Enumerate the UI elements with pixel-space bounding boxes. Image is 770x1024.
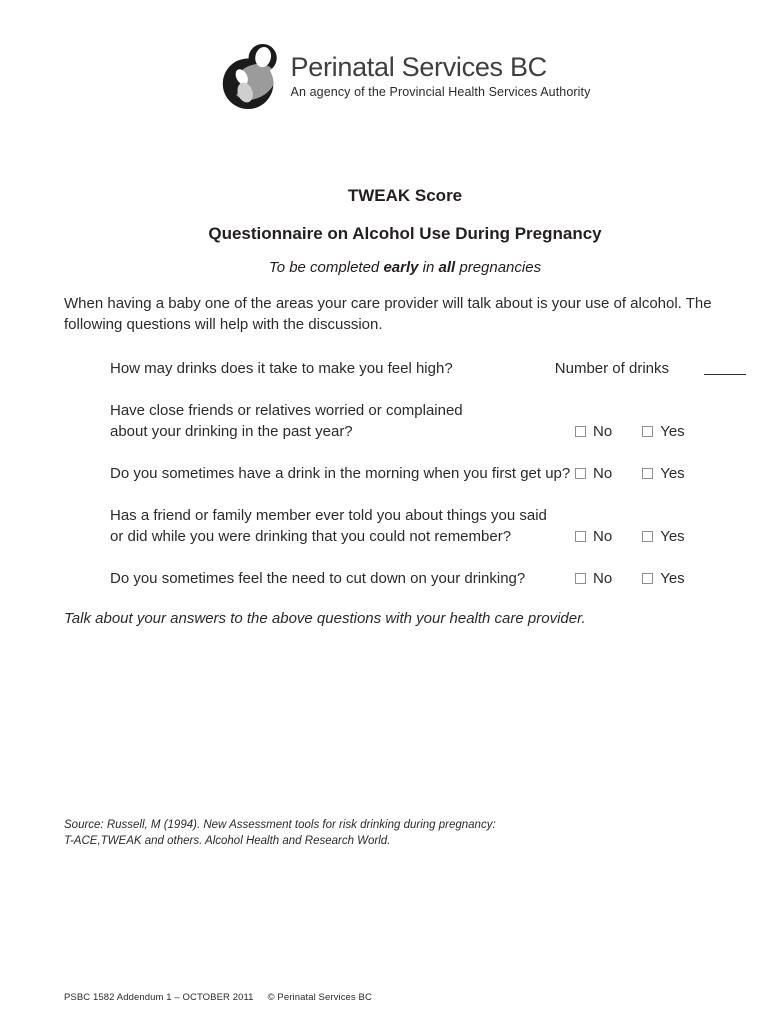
question-text: Have close friends or relatives worried … [110, 400, 575, 442]
question-line: Do you sometimes feel the need to cut do… [110, 570, 526, 587]
completion-note-text: To be completed [268, 259, 384, 276]
no-option[interactable]: No [575, 568, 612, 589]
no-label: No [593, 465, 613, 482]
question-row-4: Has a friend or family member ever told … [110, 505, 746, 547]
mother-and-child-icon [220, 42, 282, 110]
number-of-drinks-field[interactable] [704, 362, 746, 375]
answer-area-yes-no: No Yes [575, 421, 685, 442]
answer-area-yes-no: No Yes [575, 526, 685, 547]
question-row-5: Do you sometimes feel the need to cut do… [110, 568, 746, 589]
completion-note: To be completed early in all pregnancies [64, 259, 746, 276]
yes-label: Yes [660, 570, 685, 587]
logo: Perinatal Services BC An agency of the P… [64, 42, 746, 110]
no-checkbox[interactable] [575, 531, 586, 542]
answer-area-yes-no: No Yes [575, 568, 685, 589]
question-line: Has a friend or family member ever told … [110, 507, 547, 524]
completion-note-early: early [383, 259, 419, 276]
intro-paragraph: When having a baby one of the areas your… [64, 295, 712, 333]
no-option[interactable]: No [575, 526, 612, 547]
question-line: How may drinks does it take to make you … [110, 360, 453, 377]
source-line: T-ACE,TWEAK and others. Alcohol Health a… [64, 835, 391, 847]
source-line: Source: Russell, M (1994). New Assessmen… [64, 819, 496, 831]
yes-checkbox[interactable] [642, 573, 654, 584]
yes-label: Yes [660, 423, 685, 440]
logo-title: Perinatal Services BC [290, 51, 548, 82]
question-text: Has a friend or family member ever told … [110, 505, 575, 547]
question-line: Do you sometimes have a drink in the mor… [110, 465, 571, 482]
question-text: Do you sometimes feel the need to cut do… [110, 568, 575, 589]
no-label: No [593, 570, 613, 587]
yes-option[interactable]: Yes [642, 568, 685, 589]
yes-option[interactable]: Yes [642, 421, 685, 442]
completion-note-text: pregnancies [455, 259, 542, 276]
question-line: about your drinking in the past year? [110, 423, 353, 440]
question-row-2: Have close friends or relatives worried … [110, 400, 746, 442]
source-citation: Source: Russell, M (1994). New Assessmen… [64, 817, 746, 849]
form-subtitle: Questionnaire on Alcohol Use During Preg… [208, 224, 602, 243]
yes-option[interactable]: Yes [642, 526, 685, 547]
question-row-1: How may drinks does it take to make you … [110, 358, 746, 379]
no-label: No [593, 423, 613, 440]
no-option[interactable]: No [575, 463, 612, 484]
no-label: No [593, 528, 613, 545]
form-footer: PSBC 1582 Addendum 1 – OCTOBER 2011 © Pe… [64, 992, 372, 1003]
yes-checkbox[interactable] [642, 468, 654, 479]
no-option[interactable]: No [575, 421, 612, 442]
yes-option[interactable]: Yes [642, 463, 685, 484]
answer-area-number-of-drinks: Number of drinks [555, 358, 746, 379]
question-row-3: Do you sometimes have a drink in the mor… [110, 463, 746, 484]
form-code: PSBC 1582 Addendum 1 – OCTOBER 2011 [64, 992, 254, 1003]
completion-note-text: in [418, 259, 439, 276]
yes-label: Yes [660, 528, 685, 545]
question-line: or did while you were drinking that you … [110, 528, 512, 545]
yes-checkbox[interactable] [642, 426, 654, 437]
question-list: How may drinks does it take to make you … [64, 358, 746, 589]
question-text: How may drinks does it take to make you … [110, 358, 555, 379]
question-line: Have close friends or relatives worried … [110, 402, 463, 419]
no-checkbox[interactable] [575, 468, 586, 479]
copyright: © Perinatal Services BC [267, 992, 372, 1003]
no-checkbox[interactable] [575, 573, 586, 584]
form-title: TWEAK Score [347, 186, 463, 205]
closing-note: Talk about your answers to the above que… [64, 610, 586, 627]
logo-tagline: An agency of the Provincial Health Servi… [290, 85, 591, 100]
no-checkbox[interactable] [575, 426, 586, 437]
yes-label: Yes [660, 465, 685, 482]
number-of-drinks-label: Number of drinks [554, 360, 669, 377]
completion-note-all: all [438, 259, 456, 276]
question-text: Do you sometimes have a drink in the mor… [110, 463, 575, 484]
answer-area-yes-no: No Yes [575, 463, 685, 484]
yes-checkbox[interactable] [642, 531, 654, 542]
